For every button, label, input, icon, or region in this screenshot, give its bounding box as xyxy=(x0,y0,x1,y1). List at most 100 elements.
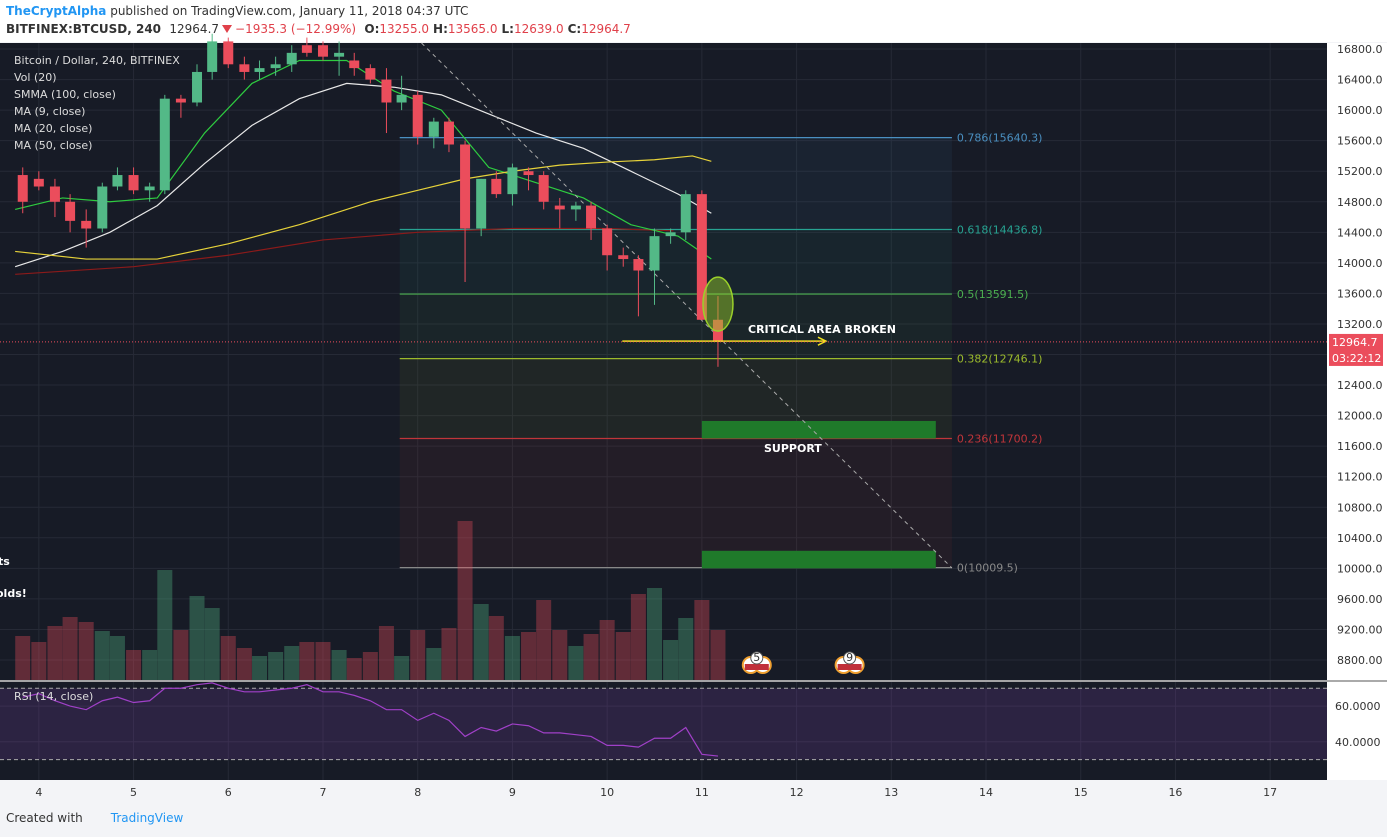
volume-bar xyxy=(663,640,679,680)
current-price-box xyxy=(1329,333,1383,366)
volume-bar xyxy=(630,594,646,680)
y-tick-label: 16400.0 xyxy=(1337,74,1383,87)
rsi-line xyxy=(22,682,719,757)
candle-body xyxy=(270,64,281,69)
author[interactable]: TheCryptAlpha xyxy=(6,4,107,18)
candle-body xyxy=(286,52,297,65)
volume-bar xyxy=(173,630,189,680)
volume-bar xyxy=(647,588,663,680)
y-tick-label: 10400.0 xyxy=(1337,532,1383,545)
annotation: CRITICAL AREA BROKEN xyxy=(748,323,896,336)
volume-bar xyxy=(78,622,94,680)
x-tick-label: 17 xyxy=(1263,786,1277,799)
candle-body xyxy=(680,194,691,233)
y-tick-label: 16800.0 xyxy=(1337,43,1383,56)
volume-bar xyxy=(31,642,47,680)
candle-body xyxy=(476,178,487,229)
volume-bar xyxy=(47,626,63,680)
down-arrow xyxy=(222,25,233,33)
volume-bar xyxy=(457,521,473,680)
fib-zone xyxy=(399,229,952,295)
legend-title: Bitcoin / Dollar, 240, BITFINEX xyxy=(14,54,180,67)
price: 12964.7 xyxy=(169,22,220,36)
volume-bar xyxy=(552,630,568,680)
candle-body xyxy=(239,64,250,72)
legend-item: SMMA (100, close) xyxy=(14,88,116,101)
volume-bar xyxy=(426,648,442,680)
volume-bar xyxy=(583,634,599,680)
y-tick-label: 11600.0 xyxy=(1337,440,1383,453)
legend-item: Vol (20) xyxy=(14,71,57,84)
candle-body xyxy=(538,175,549,202)
ohlc-value: 12964.7 xyxy=(581,22,631,36)
x-tick-label: 9 xyxy=(509,786,516,799)
brand[interactable]: TradingView xyxy=(110,811,184,825)
y-tick-label: 9600.00 xyxy=(1337,593,1383,606)
x-tick-label: 16 xyxy=(1168,786,1182,799)
candle-body xyxy=(334,52,345,57)
volume-bar xyxy=(252,656,268,680)
volume-bar xyxy=(157,570,173,680)
x-tick-label: 7 xyxy=(319,786,326,799)
publish-line: TheCryptAlpha published on TradingView.c… xyxy=(6,4,468,18)
ohlc-key: H: xyxy=(433,22,448,36)
x-tick-label: 15 xyxy=(1074,786,1088,799)
price-axis xyxy=(1327,43,1387,780)
volume-bar xyxy=(488,616,504,680)
candle-body xyxy=(17,175,28,202)
volume-bar xyxy=(204,608,220,680)
y-tick-label: 13200.0 xyxy=(1337,318,1383,331)
candle-body xyxy=(396,94,407,103)
fib-label: 0.786(15640.3) xyxy=(957,132,1043,145)
y-tick-label: 12000.0 xyxy=(1337,410,1383,423)
candle-body xyxy=(349,60,360,69)
x-tick-label: 14 xyxy=(979,786,993,799)
support-zone xyxy=(701,550,936,569)
event-flag xyxy=(744,664,769,670)
volume-bar xyxy=(284,646,300,680)
cut-text: ts xyxy=(0,555,10,568)
volume-bar xyxy=(62,617,78,680)
y-tick-label: 15600.0 xyxy=(1337,135,1383,148)
y2-tick-label: 40.0000 xyxy=(1335,736,1381,749)
quote-line: BITFINEX:BTCUSD, 240 12964.7 −1935.3 (−12… xyxy=(6,22,635,36)
cut-text: olds! xyxy=(0,587,27,600)
created: Created with xyxy=(6,811,83,825)
y-tick-label: 15200.0 xyxy=(1337,165,1383,178)
fib-zone xyxy=(399,438,952,568)
change: −1935.3 (−12.99%) xyxy=(235,22,357,36)
candle-body xyxy=(696,194,707,320)
volume-bar xyxy=(315,642,331,680)
ohlc-value: 13255.0 xyxy=(379,22,430,36)
legend-item: MA (9, close) xyxy=(14,105,85,118)
ohlc-value: 13565.0 xyxy=(447,22,498,36)
legend: Bitcoin / Dollar, 240, BITFINEX Vol (20) S… xyxy=(14,54,180,152)
volume-bar xyxy=(504,636,520,680)
y-tick-label: 16000.0 xyxy=(1337,104,1383,117)
header: TheCryptAlpha published on TradingView.c… xyxy=(0,0,1387,42)
x-tick-label: 11 xyxy=(695,786,709,799)
ohlc-key: L: xyxy=(501,22,514,36)
event-badge xyxy=(843,651,857,665)
rsi-band xyxy=(0,688,1327,760)
candle-body xyxy=(649,236,660,271)
candle-body xyxy=(460,144,471,229)
event-badge xyxy=(750,651,764,665)
rsi-panel xyxy=(0,682,1327,780)
current-price-label: 12964.7 xyxy=(1332,336,1378,349)
x-tick-label: 4 xyxy=(35,786,42,799)
annotation: SUPPORT xyxy=(764,442,822,455)
volume-bar xyxy=(378,626,394,680)
ohlc-key: C: xyxy=(567,22,582,36)
y-tick-label: 10800.0 xyxy=(1337,501,1383,514)
volume-bar xyxy=(599,620,615,680)
x-tick-label: 10 xyxy=(600,786,614,799)
candle-body xyxy=(192,71,203,103)
candle-body xyxy=(159,98,170,191)
candle-body xyxy=(507,167,518,195)
candle-body xyxy=(365,68,376,80)
y-tick-label: 13600.0 xyxy=(1337,287,1383,300)
candle-body xyxy=(254,68,265,72)
time-axis xyxy=(0,780,1387,806)
